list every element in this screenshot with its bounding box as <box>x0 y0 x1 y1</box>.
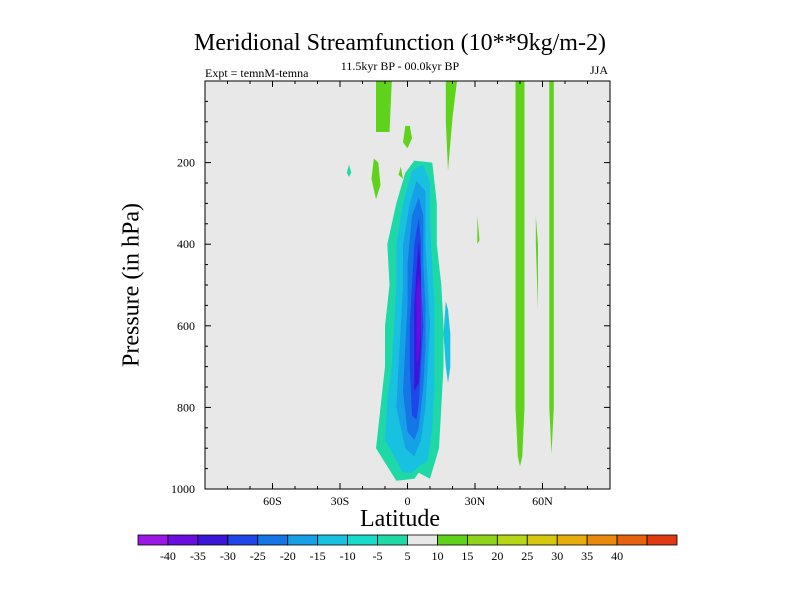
colorbar-swatch <box>287 534 319 546</box>
colorbar-swatch <box>347 534 378 546</box>
x-axis-label: Latitude <box>360 506 440 532</box>
colorbar-label: 15 <box>461 549 473 563</box>
axis-ticks: 60S 30S 0 30N 60N 200 400 600 800 1000 <box>171 81 610 508</box>
contour-region-6 <box>416 272 421 363</box>
y-tick-label: 800 <box>177 400 195 414</box>
colorbar-swatch <box>586 534 618 546</box>
y-tick-label: 200 <box>177 156 195 170</box>
x-tick-label: 30S <box>331 494 350 508</box>
colorbar-label: 10 <box>431 549 443 563</box>
colorbar-swatch <box>227 534 259 546</box>
colorbar-swatch <box>556 534 588 546</box>
colorbar-label: -10 <box>340 549 356 563</box>
chart-title: Meridional Streamfunction (10**9kg/m-2) <box>194 30 606 56</box>
contour-region-7 <box>443 301 451 383</box>
contour-region-16 <box>535 215 538 310</box>
colorbar-label: -40 <box>160 549 176 563</box>
contour-region-12 <box>398 166 403 179</box>
experiment-annotation: Expt = temnM-temna <box>205 66 309 80</box>
x-tick-label: 0 <box>405 494 411 508</box>
colorbar-label: 30 <box>551 549 563 563</box>
y-tick-label: 1000 <box>171 482 195 496</box>
y-tick-label: 400 <box>177 237 195 251</box>
contour-region-15 <box>515 81 525 467</box>
colorbar: -40 -35 -30 -25 -20 -15 -10 -5 5 10 15 20 25 30 35 40 <box>137 534 678 563</box>
colorbar-label: -20 <box>280 549 296 563</box>
contour-region-17 <box>549 81 554 455</box>
colorbar-label: 5 <box>405 549 411 563</box>
colorbar-label: -30 <box>220 549 236 563</box>
y-tick-label: 600 <box>177 319 195 333</box>
x-tick-label: 60S <box>263 494 282 508</box>
colorbar-swatch <box>496 534 528 546</box>
contour-region-13 <box>445 81 457 171</box>
colorbar-swatch <box>317 534 349 546</box>
colorbar-swatch <box>257 534 289 546</box>
contour-region-9 <box>376 81 392 132</box>
colorbar-label: 40 <box>611 549 623 563</box>
colorbar-swatch <box>616 534 648 546</box>
colorbar-label: -25 <box>250 549 266 563</box>
colorbar-swatch <box>197 534 229 546</box>
colorbar-label: -35 <box>190 549 206 563</box>
colorbar-swatch <box>377 534 408 546</box>
colorbar-swatch <box>137 534 169 546</box>
contour-regions <box>346 81 554 481</box>
chart-subtitle: 11.5kyr BP - 00.0kyr BP <box>340 59 460 73</box>
colorbar-swatch <box>407 534 438 546</box>
contour-region-10 <box>403 125 412 149</box>
season-annotation: JJA <box>590 63 609 77</box>
colorbar-swatch <box>437 534 468 546</box>
contour-region-11 <box>371 158 381 200</box>
colorbar-swatch <box>167 534 199 546</box>
x-tick-label: 60N <box>532 494 553 508</box>
colorbar-swatch <box>466 534 498 546</box>
colorbar-label: 25 <box>521 549 533 563</box>
colorbar-label: -15 <box>310 549 326 563</box>
colorbar-swatch <box>526 534 558 546</box>
contour-region-14 <box>477 215 480 245</box>
colorbar-label: 20 <box>491 549 503 563</box>
contour-region-8 <box>346 164 352 177</box>
colorbar-label: 35 <box>581 549 593 563</box>
colorbar-label: -5 <box>373 549 383 563</box>
x-tick-label: 30N <box>465 494 486 508</box>
colorbar-swatch <box>646 534 678 546</box>
